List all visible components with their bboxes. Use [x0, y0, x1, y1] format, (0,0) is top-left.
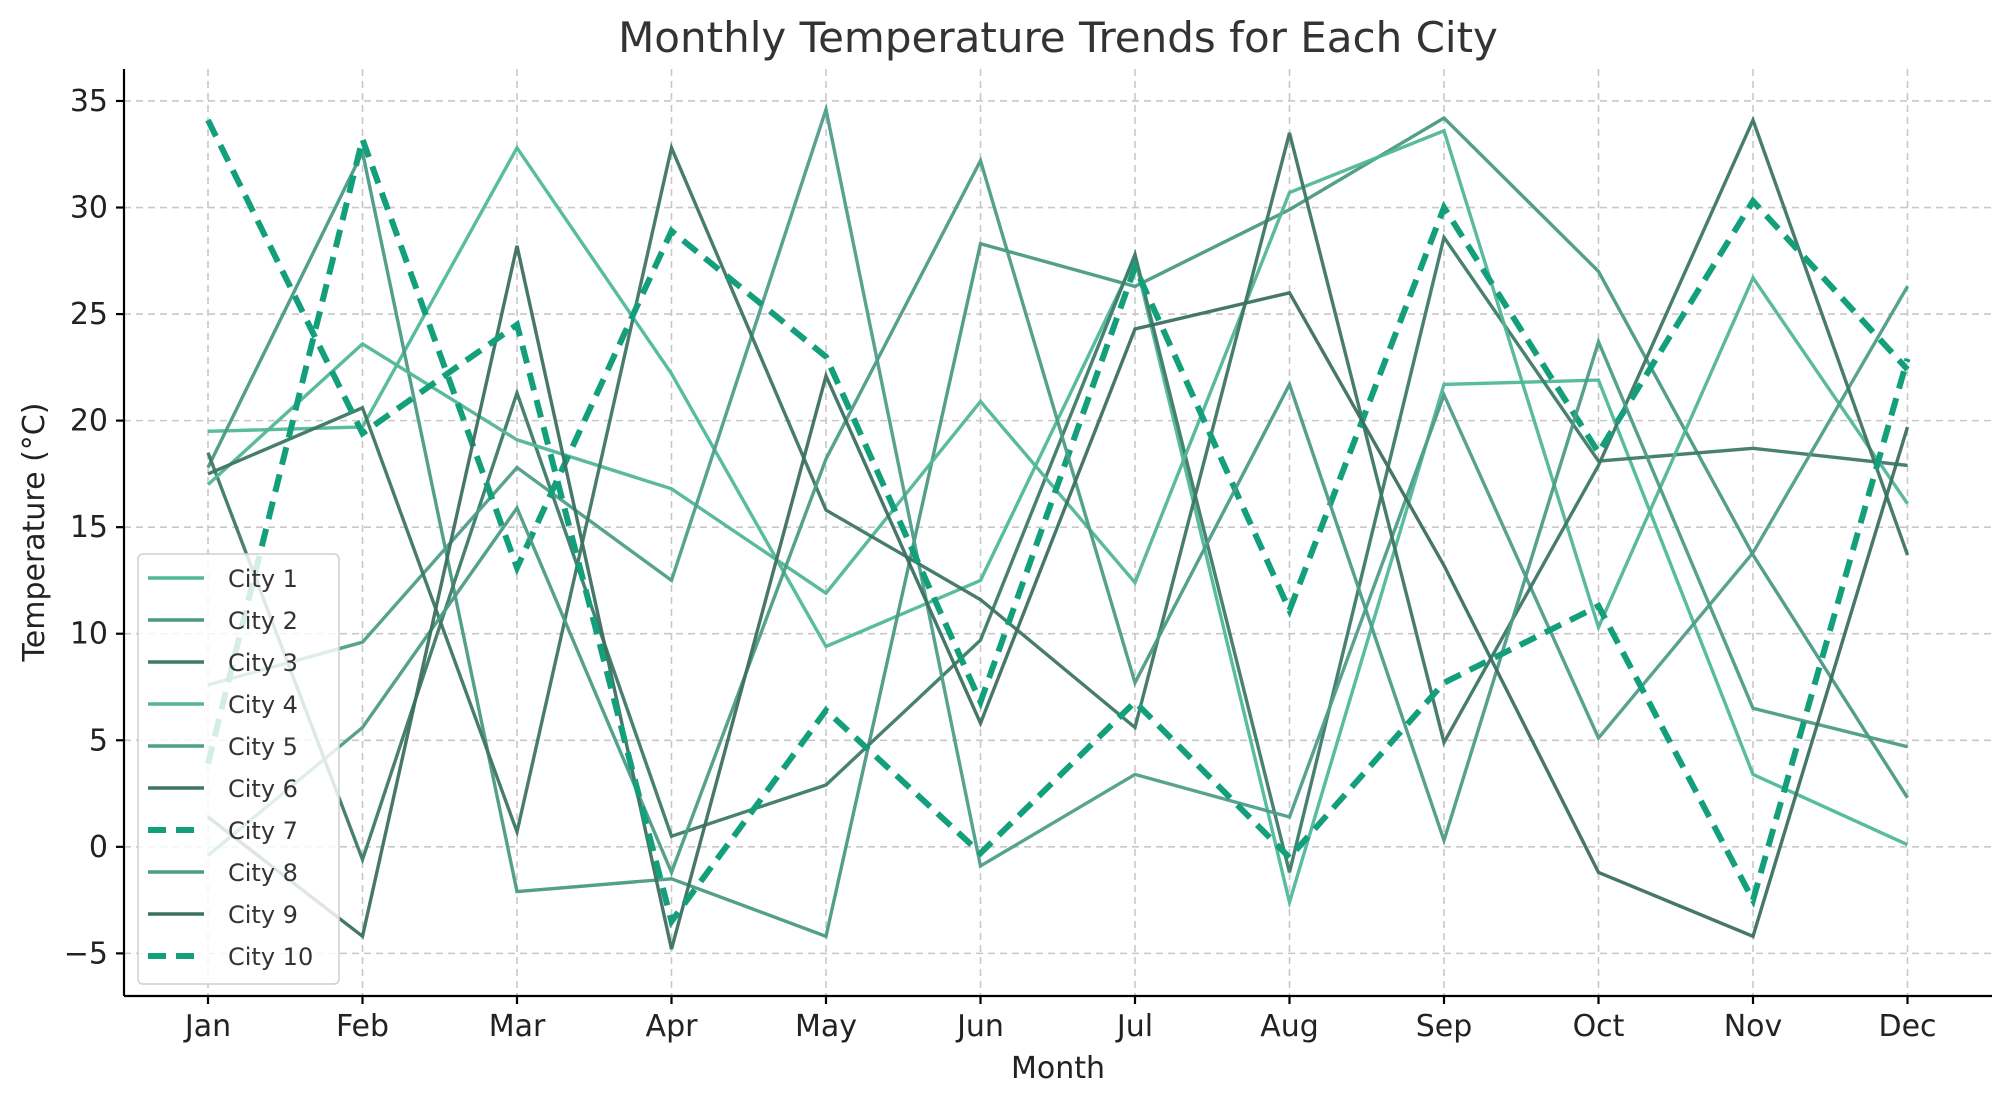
legend-label: City 2 [228, 607, 298, 635]
legend-label: City 7 [228, 817, 298, 845]
axes [122, 69, 1992, 998]
legend: City 1 City 2 City 3 City 4 City 5 City 6 City… [137, 553, 340, 985]
y-tick-label: 20 [70, 404, 108, 439]
series-line-city-3 [206, 233, 1908, 873]
y-tick-label: 30 [70, 191, 108, 226]
y-axis-label: Temperature (°C) [17, 403, 52, 663]
legend-label: City 3 [228, 649, 298, 677]
y-tick-label: 25 [70, 297, 108, 332]
legend-label: City 9 [228, 901, 298, 929]
y-tick-label: 0 [89, 830, 108, 865]
series-line-city-10 [205, 118, 1911, 929]
x-tick-label: Apr [646, 1009, 699, 1044]
x-tick-label: Oct [1573, 1009, 1625, 1044]
x-tick-label: May [795, 1009, 857, 1044]
y-tick-label: 10 [70, 617, 108, 652]
legend-label: City 6 [228, 775, 298, 803]
series-line-city-7 [205, 128, 1910, 765]
series-line-city-2 [206, 115, 1909, 939]
x-axis-label: Month [1011, 1051, 1105, 1086]
y-tick-label: −5 [64, 936, 108, 971]
legend-label: City 5 [228, 733, 298, 761]
chart-title: Monthly Temperature Trends for Each City [618, 13, 1498, 62]
x-tick-label: Feb [336, 1009, 389, 1044]
series-line-city-8 [206, 156, 1908, 877]
y-tick-label: 15 [70, 510, 108, 545]
legend-label: City 10 [228, 943, 313, 971]
x-tick-label: Mar [489, 1009, 546, 1044]
x-tick-label: Jan [183, 1009, 231, 1044]
x-tick-label: Sep [1416, 1009, 1473, 1044]
x-tick-label: Jul [1115, 1009, 1153, 1044]
x-tick-label: Dec [1878, 1009, 1936, 1044]
y-tick-label: 35 [70, 84, 108, 119]
grid-lines [124, 69, 1992, 996]
x-tick-label: Jun [955, 1009, 1004, 1044]
x-tick-label: Nov [1724, 1009, 1783, 1044]
legend-label: City 4 [228, 691, 298, 719]
legend-label: City 8 [228, 859, 298, 887]
series-lines [205, 102, 1911, 950]
legend-label: City 1 [228, 565, 298, 593]
x-tick-label: Aug [1260, 1009, 1319, 1044]
series-line-city-9 [206, 245, 1910, 950]
tick-labels: Jan Feb Mar Apr May Jun Jul Aug Sep Oct Nov Dec −5 0 5… [64, 84, 1937, 1044]
y-tick-label: 5 [89, 723, 108, 758]
